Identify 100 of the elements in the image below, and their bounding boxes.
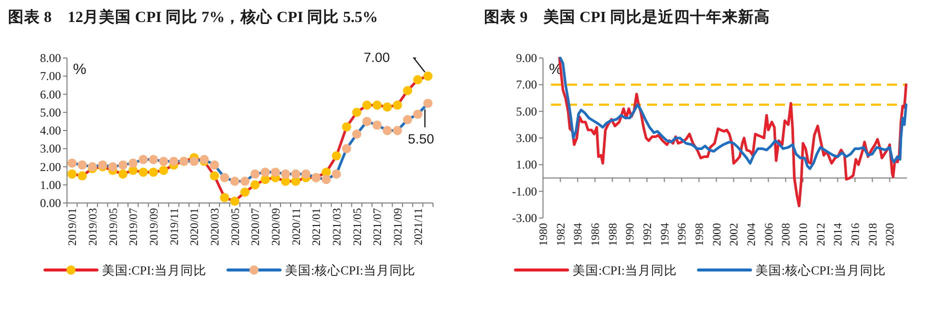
- point: [158, 156, 168, 166]
- x-tick-label: 1996: [676, 222, 689, 246]
- y-tick-label: 8.00: [40, 51, 61, 65]
- point: [423, 98, 433, 108]
- x-tick-label: 2018: [867, 222, 880, 246]
- point: [352, 130, 362, 139]
- x-tick-label: 2021/01: [311, 208, 324, 246]
- x-tick-label: 2020/01: [189, 208, 202, 246]
- annotation: 5.50: [408, 131, 434, 146]
- point: [301, 169, 311, 179]
- y-tick-label: 3.00: [516, 131, 537, 145]
- y-tick-label: 5.00: [40, 105, 61, 120]
- y-tick-label: 7.00: [40, 69, 61, 84]
- annotation: 7.00: [364, 50, 390, 66]
- x-tick-label: 2019/01: [67, 208, 80, 246]
- y-tick-label: 3.00: [40, 142, 61, 156]
- y-tick-label: 7.00: [516, 78, 537, 92]
- point: [270, 168, 280, 177]
- point: [67, 169, 77, 179]
- y-tick-label: 1.00: [516, 158, 537, 172]
- x-tick-label: 2000: [711, 222, 724, 246]
- point: [148, 168, 158, 177]
- point: [372, 100, 382, 110]
- point: [210, 160, 220, 170]
- y-tick-label: 0.00: [40, 196, 61, 210]
- point: [413, 110, 422, 119]
- point: [78, 171, 87, 180]
- point: [158, 166, 168, 175]
- point: [108, 162, 118, 172]
- point: [382, 102, 392, 112]
- x-tick-label: 1980: [538, 222, 550, 246]
- x-tick-label: 2020/03: [209, 208, 222, 246]
- point: [240, 176, 250, 186]
- x-tick-label: 2002: [728, 222, 741, 246]
- x-tick-label: 2021/05: [352, 208, 364, 246]
- point: [189, 156, 199, 166]
- x-tick-label: 2020/09: [270, 208, 282, 246]
- chart-title: 图表 8 12月美国 CPI 同比 7%，核心 CPI 同比 5.5%: [8, 7, 378, 26]
- y-tick-label: 9.00: [516, 51, 537, 65]
- x-tick-label: 1986: [590, 222, 602, 246]
- point: [250, 180, 260, 190]
- point: [118, 160, 128, 170]
- line-series: [559, 56, 908, 170]
- point: [169, 156, 178, 166]
- point: [362, 116, 372, 126]
- point: [392, 100, 402, 110]
- point: [372, 120, 382, 130]
- x-tick-label: 2019/11: [168, 208, 181, 246]
- legend-label: 美国:CPI:当月同比: [572, 262, 677, 278]
- legend-label: 美国:核心CPI:当月同比: [285, 262, 416, 278]
- point: [118, 169, 128, 179]
- x-tick-label: 1990: [624, 222, 637, 246]
- chart-title: 图表 9 美国 CPI 同比是近四十年来新高: [484, 7, 770, 26]
- x-tick-label: 2012: [815, 222, 828, 246]
- point: [413, 75, 422, 84]
- x-tick-label: 2019/03: [87, 208, 100, 246]
- x-tick-label: 2020/07: [250, 208, 262, 246]
- x-tick-label: 2020/11: [290, 208, 303, 246]
- x-tick-label: 2021/09: [392, 208, 404, 246]
- point: [230, 196, 240, 206]
- point: [362, 100, 372, 110]
- point: [342, 144, 352, 154]
- point: [332, 151, 342, 160]
- x-tick-label: 2021/07: [372, 208, 384, 246]
- point: [67, 158, 77, 168]
- point: [332, 169, 342, 179]
- point: [291, 169, 300, 179]
- x-tick-label: 1988: [607, 222, 620, 246]
- point: [240, 188, 250, 197]
- point: [138, 168, 148, 177]
- point: [148, 154, 158, 164]
- point: [402, 86, 412, 96]
- x-tick-label: 1984: [572, 222, 585, 246]
- point: [220, 192, 230, 202]
- y-tick-label: -3.00: [512, 211, 537, 225]
- point: [138, 154, 148, 164]
- x-tick-label: 2020/05: [230, 208, 242, 246]
- point: [210, 171, 220, 180]
- x-tick-label: 2021/03: [331, 208, 344, 246]
- legend-label: 美国:核心CPI:当月同比: [756, 262, 886, 278]
- y-axis-title: %: [73, 61, 86, 78]
- x-tick-label: 2019/05: [108, 208, 120, 246]
- point: [392, 126, 402, 136]
- x-tick-label: 2020: [884, 222, 897, 246]
- y-tick-label: 5.00: [516, 104, 537, 118]
- x-tick-label: 2019/07: [128, 208, 140, 246]
- x-tick-label: 2008: [780, 222, 793, 246]
- point: [382, 126, 392, 136]
- x-tick-label: 2019/09: [148, 208, 160, 246]
- y-tick-label: 4.00: [40, 124, 61, 138]
- point: [352, 108, 362, 117]
- point: [423, 72, 433, 81]
- y-tick-label: 1.00: [40, 178, 61, 192]
- y-tick-label: 2.00: [40, 160, 61, 174]
- x-tick-label: 2010: [798, 222, 810, 246]
- x-tick-label: 2006: [763, 222, 776, 246]
- point: [230, 176, 240, 186]
- point: [342, 122, 352, 132]
- x-tick-label: 1998: [694, 222, 706, 246]
- point: [280, 169, 290, 179]
